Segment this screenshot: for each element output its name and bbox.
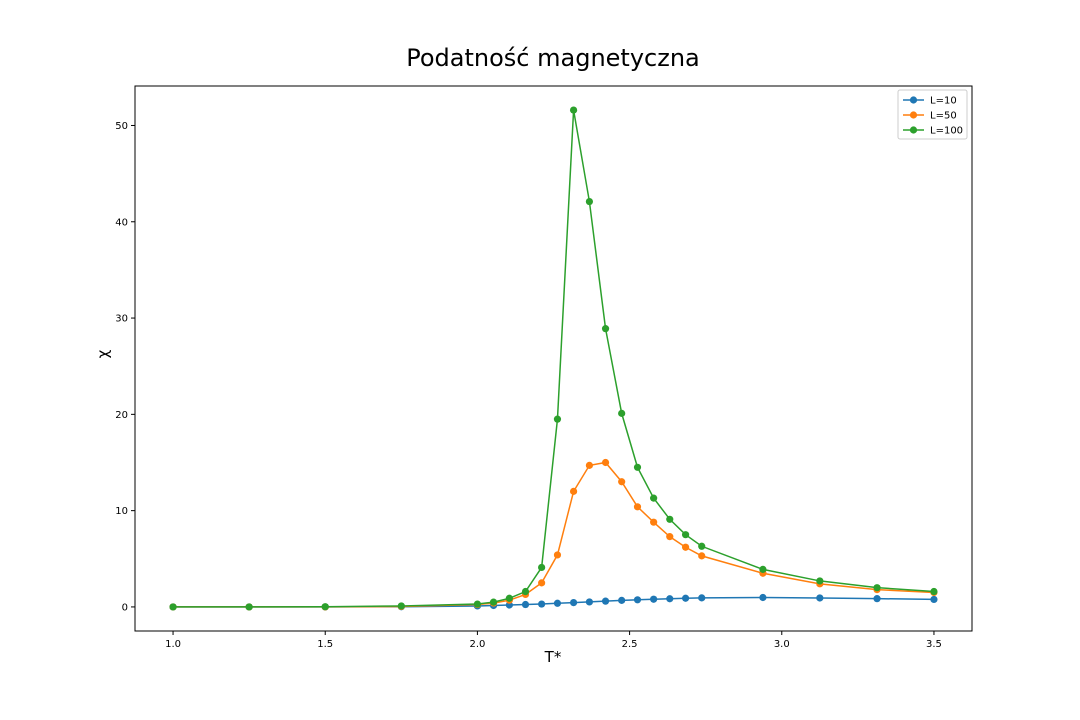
data-point [569, 487, 578, 495]
legend-item: L=100 [903, 126, 963, 137]
data-point [930, 595, 938, 604]
chart-title: Podatność magnetyczna [406, 44, 700, 72]
legend-label: L=100 [930, 126, 963, 137]
data-point [521, 600, 530, 609]
data-point [633, 596, 642, 604]
data-point [169, 603, 177, 611]
data-point [538, 600, 546, 608]
data-point [569, 598, 578, 607]
data-point [633, 503, 642, 511]
data-point [698, 594, 706, 602]
series-l-10 [169, 593, 938, 611]
legend-item: L=10 [903, 96, 957, 107]
x-axis: 1.0 1.5 2.0 2.5 3.0 3.5 [165, 631, 942, 650]
data-point [245, 603, 253, 611]
data-point [681, 543, 690, 551]
legend-label: L=10 [930, 96, 957, 107]
data-point [759, 593, 767, 602]
data-point [601, 597, 610, 605]
series-l-100 [169, 106, 938, 611]
data-point [473, 600, 482, 608]
data-point [698, 542, 706, 550]
data-point [569, 106, 578, 114]
data-point [666, 515, 674, 523]
series-layer [169, 106, 938, 611]
data-point [321, 603, 329, 611]
y-tick-label: 50 [115, 121, 128, 132]
data-point [873, 584, 881, 592]
series-l-50 [169, 458, 938, 611]
data-point [816, 594, 824, 602]
x-tick-label: 3.5 [926, 639, 942, 650]
x-axis-label: T* [544, 648, 562, 666]
data-point [538, 563, 546, 572]
data-point [618, 409, 626, 417]
plot-area [134, 85, 973, 632]
data-point [538, 579, 546, 587]
data-point [601, 458, 610, 467]
legend: L=10 L=50 L=100 [897, 89, 968, 140]
data-point [521, 587, 530, 596]
data-point [585, 461, 594, 469]
data-point [489, 598, 498, 606]
data-point [618, 478, 626, 486]
data-point [650, 518, 658, 526]
data-point [666, 595, 674, 603]
data-point [759, 565, 767, 573]
data-point [650, 494, 658, 502]
data-point [397, 602, 405, 610]
legend-label: L=50 [930, 111, 957, 122]
data-point [650, 595, 658, 603]
y-tick-label: 40 [115, 217, 128, 228]
y-axis: 0 10 20 30 40 50 [115, 121, 135, 613]
series-line [173, 109, 935, 608]
legend-marker [909, 111, 918, 119]
legend-marker [909, 96, 918, 104]
x-tick-label: 1.0 [165, 639, 181, 650]
y-axis-label: χ [94, 349, 112, 358]
data-point [666, 533, 674, 541]
data-point [505, 594, 513, 602]
data-point [930, 587, 938, 596]
data-point [681, 531, 690, 539]
data-point [681, 594, 690, 602]
y-tick-label: 10 [115, 506, 128, 517]
data-point [873, 595, 881, 603]
x-tick-label: 2.0 [469, 639, 485, 650]
y-tick-label: 20 [115, 410, 128, 421]
data-point [698, 552, 706, 560]
x-tick-label: 2.5 [622, 639, 638, 650]
y-tick-label: 30 [115, 314, 128, 325]
x-tick-label: 1.5 [317, 639, 333, 650]
data-point [553, 415, 562, 423]
data-point [601, 325, 610, 333]
legend-item: L=50 [903, 111, 957, 122]
data-point [585, 598, 594, 606]
data-point [816, 577, 824, 585]
data-point [553, 599, 562, 607]
plot-frame [134, 85, 973, 632]
legend-marker [909, 126, 918, 134]
data-point [553, 551, 562, 559]
data-point [618, 596, 626, 604]
data-point [633, 463, 642, 471]
data-point [585, 197, 594, 206]
x-tick-label: 3.0 [774, 639, 790, 650]
y-tick-label: 0 [122, 602, 128, 613]
